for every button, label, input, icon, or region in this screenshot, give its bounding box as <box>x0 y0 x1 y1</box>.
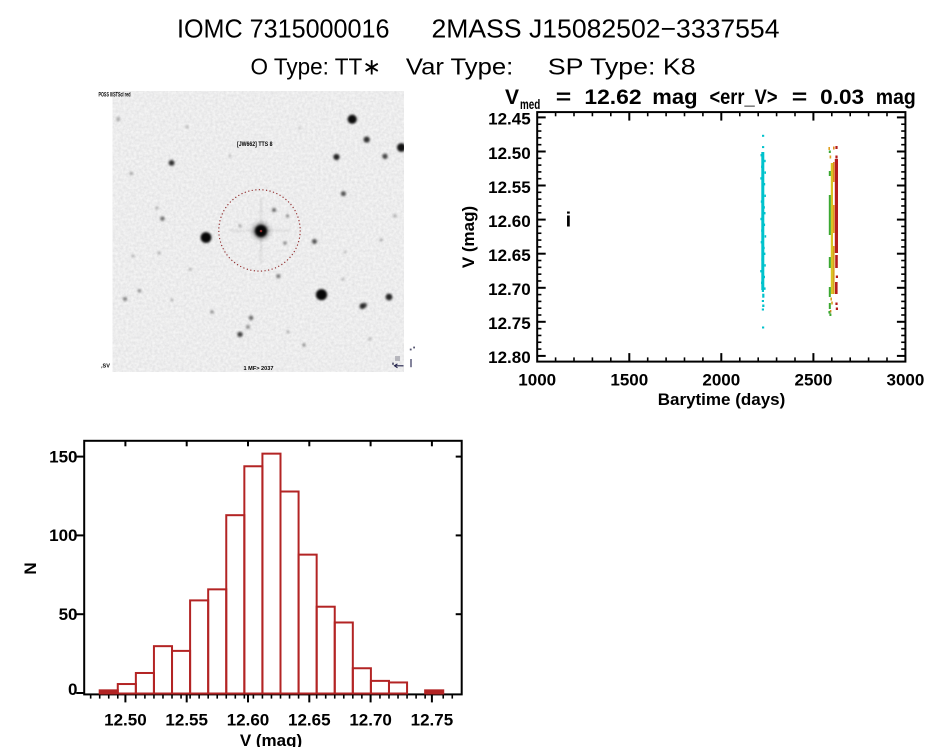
svg-text:1 MF> 2037: 1 MF> 2037 <box>244 366 274 372</box>
svg-text:12.65: 12.65 <box>488 246 531 265</box>
svg-text:Barytime (days): Barytime (days) <box>658 390 786 409</box>
svg-text:12.80: 12.80 <box>488 348 531 367</box>
svg-text:med: med <box>520 97 540 112</box>
svg-text:0: 0 <box>68 680 77 699</box>
svg-text:O Type: TT∗: O Type: TT∗ <box>251 54 382 80</box>
svg-text:=: = <box>792 86 808 109</box>
svg-text:12.60: 12.60 <box>488 212 531 231</box>
svg-text:12.50: 12.50 <box>488 144 531 163</box>
svg-text:12.55: 12.55 <box>488 178 531 197</box>
svg-text:12.70: 12.70 <box>349 710 392 729</box>
svg-text:12.75: 12.75 <box>488 314 531 333</box>
svg-text:100: 100 <box>49 526 77 545</box>
svg-text:2500: 2500 <box>794 370 832 389</box>
svg-text:SP Type: K8: SP Type: K8 <box>548 54 696 80</box>
svg-text:12.50: 12.50 <box>104 710 147 729</box>
svg-text:2MASS J15082502−3337554: 2MASS J15082502−3337554 <box>432 14 780 44</box>
svg-text:0.03: 0.03 <box>820 86 864 109</box>
svg-text:12.70: 12.70 <box>488 280 531 299</box>
svg-text:V: V <box>505 86 519 109</box>
svg-text:12.60: 12.60 <box>227 710 270 729</box>
svg-text:IOMC 7315000016: IOMC 7315000016 <box>177 14 390 44</box>
svg-text:mag: mag <box>652 86 697 109</box>
svg-text:[JW662] TTS 8: [JW662] TTS 8 <box>237 141 273 148</box>
svg-text:POSS II/STScI red: POSS II/STScI red <box>99 93 131 99</box>
svg-text:12.45: 12.45 <box>488 110 531 129</box>
svg-text:12.55: 12.55 <box>165 710 208 729</box>
svg-text:1000: 1000 <box>518 370 556 389</box>
svg-text:i: i <box>566 210 572 232</box>
svg-text:mag: mag <box>876 86 916 109</box>
svg-text:,SV: ,SV <box>101 364 110 370</box>
svg-text:3000: 3000 <box>886 370 924 389</box>
svg-text:V (mag): V (mag) <box>459 206 478 268</box>
svg-text:V (mag): V (mag) <box>240 731 302 747</box>
svg-text:1500: 1500 <box>610 370 648 389</box>
svg-text:12.65: 12.65 <box>288 710 331 729</box>
svg-text:50: 50 <box>59 605 78 624</box>
svg-text:<err_V>: <err_V> <box>710 86 778 109</box>
svg-text:12.62: 12.62 <box>584 86 641 109</box>
svg-text:12.75: 12.75 <box>411 710 454 729</box>
svg-text:2000: 2000 <box>702 370 740 389</box>
svg-text:N: N <box>21 562 40 574</box>
svg-text:150: 150 <box>49 447 77 466</box>
svg-text:Var Type:: Var Type: <box>406 54 513 80</box>
svg-text:=: = <box>556 86 572 109</box>
